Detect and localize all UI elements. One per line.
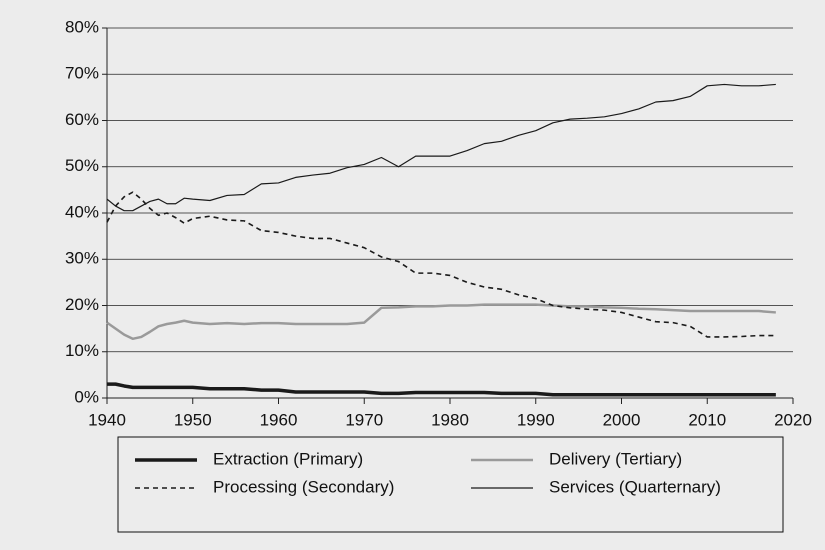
y-tick-label: 0% [74, 387, 99, 406]
series-line [106, 303, 776, 341]
legend-label: Extraction (Primary) [213, 449, 363, 468]
series-line [107, 382, 776, 397]
legend-label: Processing (Secondary) [213, 477, 394, 496]
legend-label: Services (Quarternary) [549, 477, 721, 496]
legend-box [117, 436, 784, 533]
legend-label: Delivery (Tertiary) [549, 449, 682, 468]
series-line [106, 83, 776, 212]
x-tick-label: 1950 [174, 410, 212, 429]
y-tick-label: 70% [65, 64, 99, 83]
series-line [106, 191, 776, 338]
x-tick-label: 1940 [88, 410, 126, 429]
x-tick-label: 2010 [688, 410, 726, 429]
y-tick-label: 80% [65, 17, 99, 36]
y-tick-label: 40% [65, 202, 99, 221]
x-tick-label: 1990 [517, 410, 555, 429]
x-tick-label: 2020 [774, 410, 812, 429]
y-tick-label: 10% [65, 341, 99, 360]
x-tick-label: 2000 [603, 410, 641, 429]
y-tick-label: 60% [65, 110, 99, 129]
x-tick-label: 1980 [431, 410, 469, 429]
y-tick-label: 30% [65, 249, 99, 268]
x-tick-label: 1960 [260, 410, 298, 429]
x-tick-label: 1970 [345, 410, 383, 429]
y-tick-label: 50% [65, 156, 99, 175]
y-tick-label: 20% [65, 295, 99, 314]
